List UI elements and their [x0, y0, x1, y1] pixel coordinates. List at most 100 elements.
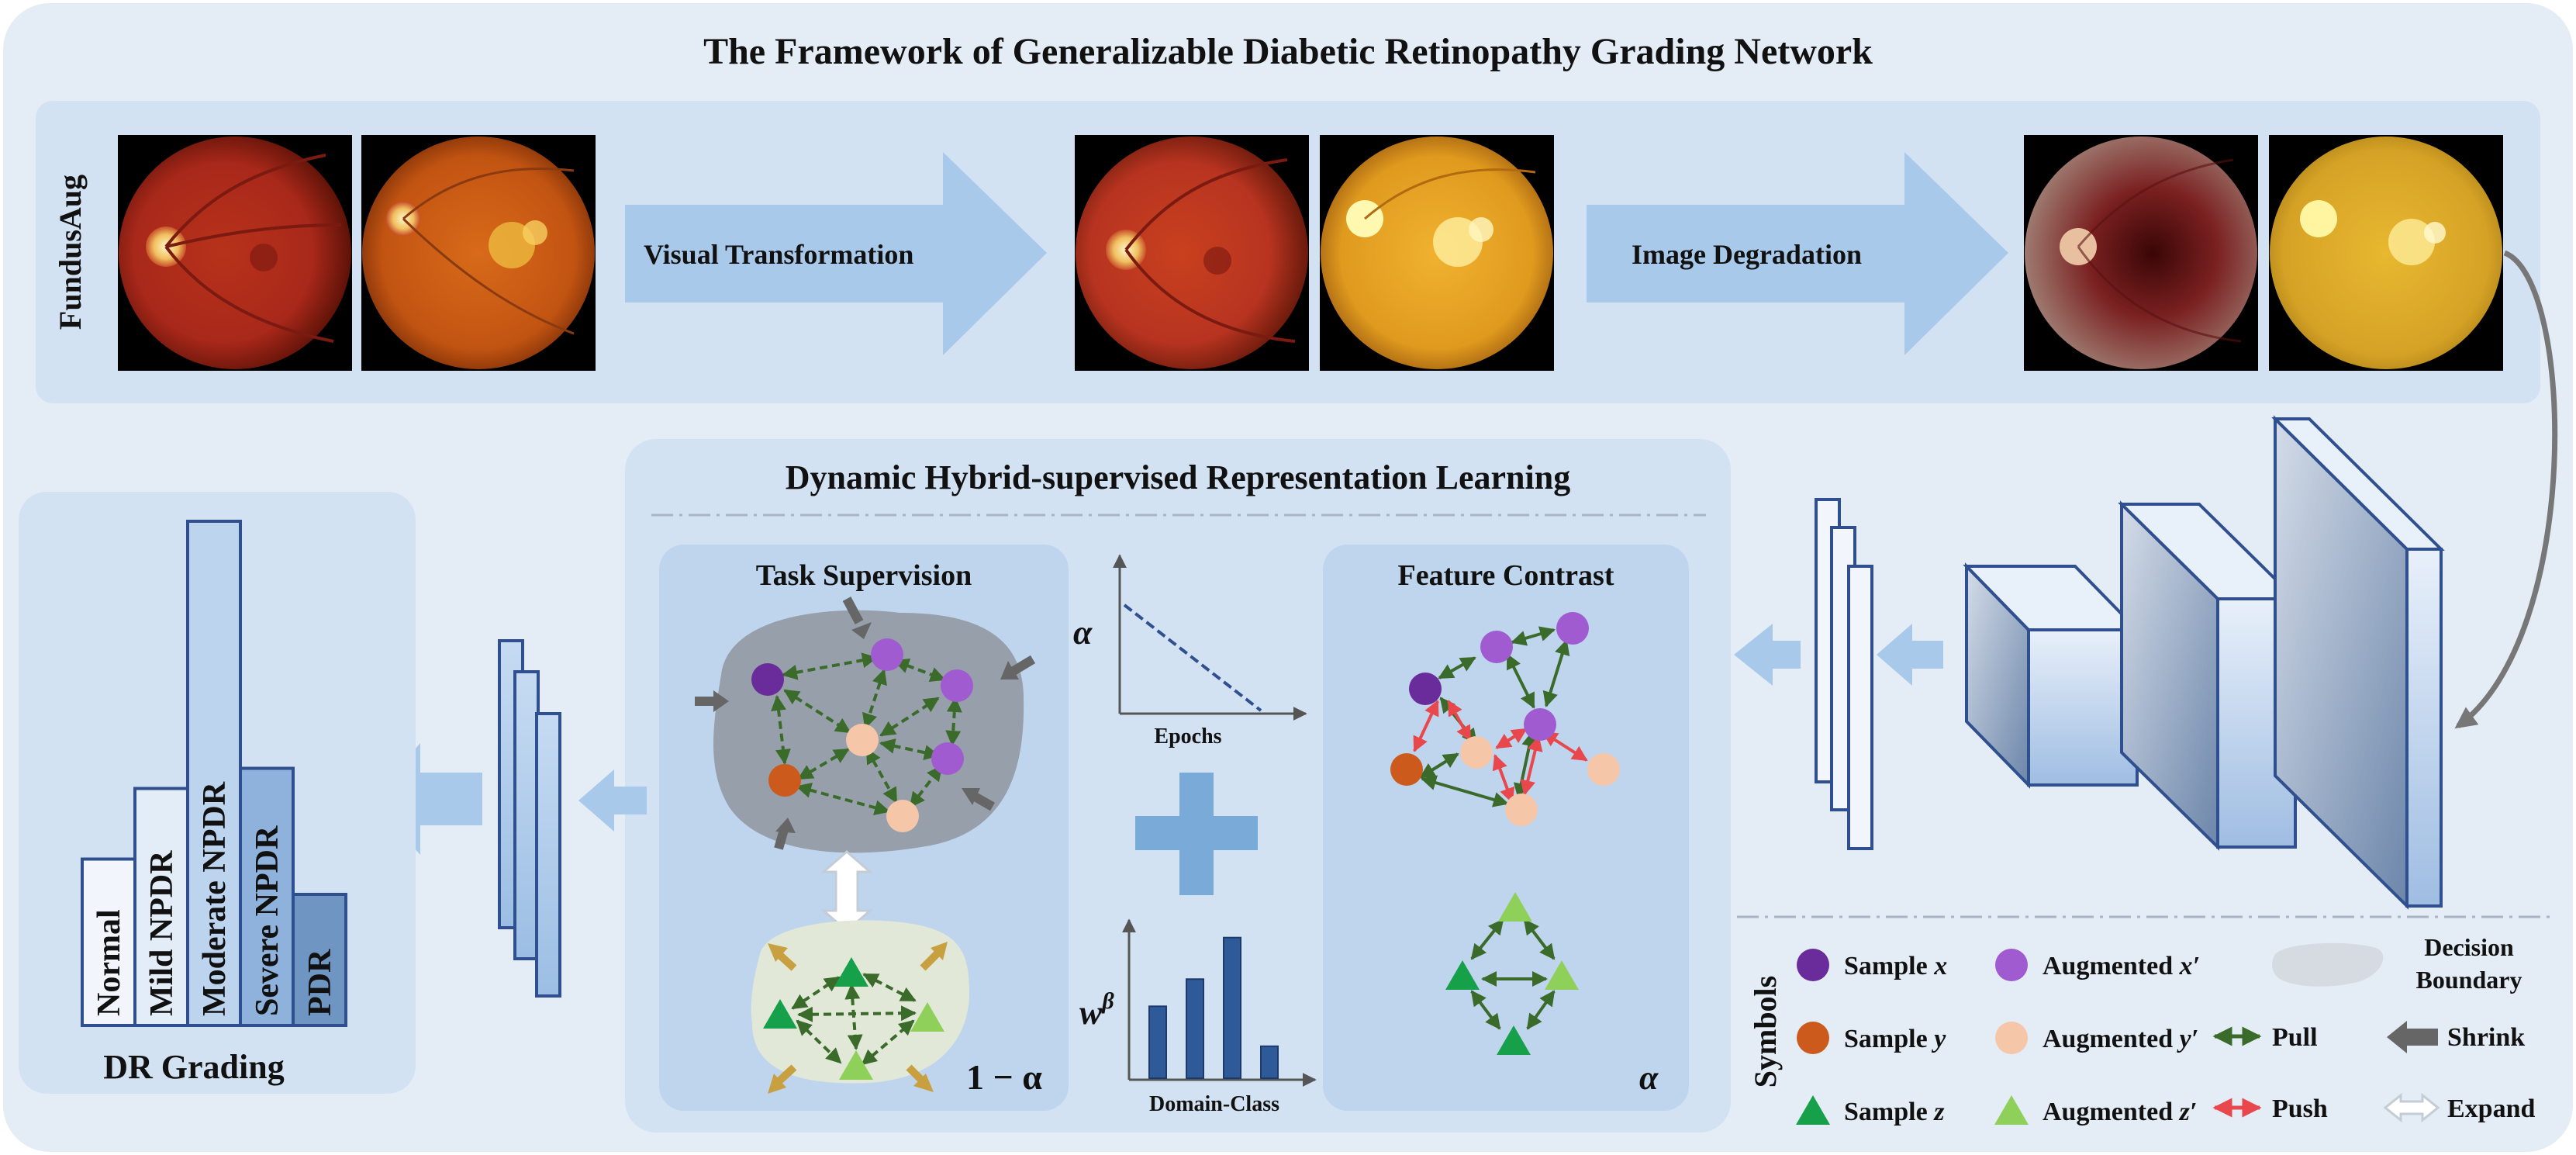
legend-shrink-icon: [2387, 1021, 2438, 1053]
dr-grade-label-4: Severe NPDR: [250, 825, 285, 1016]
feature-contrast-title: Feature Contrast: [1398, 559, 1614, 592]
dr-grade-bar-3: [186, 520, 242, 1027]
encoder-to-feature-arrow: [1877, 624, 1943, 686]
legend-aug-y: Augmented y′: [2042, 1025, 2198, 1053]
encoder-block-3: [2271, 415, 2445, 910]
fundus-image-original-2: [361, 135, 596, 371]
legend-sample-x: Sample x: [1844, 952, 1947, 980]
contrast-node-sample-y: [1390, 753, 1423, 786]
contrast-node-sample-z-1: [1445, 960, 1480, 990]
task-node-sample-x: [751, 663, 784, 696]
fundus-image-degraded-1: [2024, 135, 2258, 371]
alpha-decay-chart: α Epochs: [1073, 554, 1307, 749]
dr-grading-bars: Normal Mild NPDR Moderate NPDR Severe NPDR P…: [81, 520, 347, 1027]
dr-grade-bar-5: [292, 893, 347, 1027]
dr-grade-label-5: PDR: [302, 949, 338, 1016]
fundus-image-transformed-1: [1075, 135, 1309, 371]
dr-grading-title: DR Grading: [103, 1048, 284, 1086]
legend-expand-icon: [2383, 1092, 2440, 1123]
feature-contrast-panel: [1323, 545, 1689, 1111]
task-node-sample-z-2: [763, 999, 797, 1029]
task-node-aug-z-2: [839, 1050, 873, 1080]
contrast-alpha: α: [1639, 1059, 1659, 1097]
contrast-node-aug-z-1: [1498, 892, 1532, 922]
visual-transformation-label: Visual Transformation: [644, 239, 913, 270]
fundus-image-original-1: [118, 135, 352, 371]
fundusaug-label: FundusAug: [53, 175, 88, 330]
alpha-chart-ylabel: α: [1073, 614, 1093, 652]
legend-decision-2: Boundary: [2416, 966, 2522, 994]
contrast-node-aug-y-3: [1505, 794, 1538, 826]
weight-bar-chart: wβ Domain-Class: [1079, 918, 1317, 1116]
task-node-aug-y-1: [846, 724, 879, 756]
task-lower-edges: [791, 973, 917, 1066]
contrast-node-aug-x-3: [1524, 708, 1556, 741]
weight-bar-4: [1260, 1045, 1279, 1080]
dhrl-title: Dynamic Hybrid-supervised Representation…: [786, 458, 1570, 496]
task-node-sample-y: [768, 764, 801, 797]
contrast-node-aug-y-2: [1587, 753, 1620, 786]
task-node-aug-z-1: [910, 1002, 944, 1032]
feature-layers-right: [1815, 498, 1873, 850]
legend-sample-y-icon: [1797, 1022, 1829, 1054]
symbols-legend: Symbols Sample x Augmented x′ Decision B…: [1748, 933, 2535, 1126]
alpha-decay-line: [1123, 603, 1262, 712]
legend-decision-1: Decision: [2424, 933, 2514, 961]
visual-transformation-arrow: [625, 152, 1047, 355]
alpha-chart-xlabel: Epochs: [1154, 724, 1221, 749]
task-node-aug-y-2: [886, 800, 919, 832]
feature-to-dhrl-arrow: [1734, 624, 1801, 686]
task-pull-edges: [771, 652, 962, 815]
contrast-node-aug-x-2: [1556, 612, 1589, 645]
weight-bar-3: [1223, 936, 1241, 1079]
contrast-node-aug-x-1: [1480, 631, 1513, 663]
dhrl-to-feature-arrow: [578, 769, 647, 832]
legend-decision-boundary-icon: [2272, 942, 2384, 987]
shrink-arrows-task: [695, 597, 1036, 850]
contrast-node-aug-z-2: [1545, 960, 1579, 990]
feature-layers-left: [498, 639, 561, 998]
task-node-aug-x-1: [871, 638, 903, 671]
symbols-title: Symbols: [1748, 976, 1783, 1088]
legend-push: Push: [2272, 1094, 2328, 1123]
fundus-image-degraded-2: [2269, 135, 2503, 371]
task-node-aug-x-3: [931, 742, 964, 775]
legend-aug-x-icon: [1995, 949, 2028, 981]
contrast-node-sample-x: [1409, 673, 1442, 705]
legend-aug-z: Augmented z′: [2042, 1098, 2197, 1126]
legend-sample-x-icon: [1797, 949, 1829, 981]
task-node-aug-x-2: [941, 669, 973, 702]
task-node-sample-z-1: [834, 957, 868, 987]
legend-sample-z: Sample z: [1844, 1098, 1945, 1126]
legend-aug-y-icon: [1995, 1022, 2028, 1054]
fundus-image-transformed-2: [1320, 135, 1554, 371]
contrast-z-edges: [1470, 918, 1556, 1030]
framework-title: The Framework of Generalizable Diabetic …: [703, 31, 1873, 72]
contrast-push-edges: [1413, 700, 1588, 804]
image-degradation-label: Image Degradation: [1632, 239, 1862, 270]
weight-bar-1: [1148, 1005, 1167, 1080]
encoder-block-1: [1963, 562, 2141, 789]
weight-bar-2: [1186, 978, 1204, 1080]
fundus-to-encoder-arrow: [2454, 250, 2558, 729]
legend-expand: Expand: [2447, 1094, 2535, 1123]
dr-grade-label-2: Mild NPDR: [144, 850, 180, 1016]
image-degradation-arrow: [1587, 152, 2008, 355]
legend-sample-z-icon: [1796, 1095, 1830, 1125]
contrast-node-sample-z-2: [1497, 1025, 1531, 1055]
legend-aug-x: Augmented x′: [2042, 952, 2200, 980]
one-minus-alpha: 1 − α: [966, 1057, 1042, 1097]
weight-chart-ylabel: wβ: [1079, 988, 1114, 1032]
plus-icon: [1135, 773, 1258, 895]
legend-sample-y: Sample y: [1844, 1025, 1946, 1053]
contrast-node-aug-y-1: [1460, 736, 1493, 769]
legend-pull: Pull: [2272, 1023, 2318, 1052]
legend-aug-z-icon: [1994, 1095, 2029, 1125]
dr-grade-label-1: Normal: [92, 909, 127, 1016]
dr-grade-label-3: Moderate NPDR: [197, 781, 233, 1016]
task-supervision-title: Task Supervision: [756, 559, 972, 592]
dr-grade-bar-2: [133, 787, 189, 1027]
legend-shrink: Shrink: [2447, 1023, 2525, 1052]
weight-chart-xlabel: Domain-Class: [1149, 1092, 1279, 1116]
expand-arrows-lower: [768, 942, 948, 1094]
